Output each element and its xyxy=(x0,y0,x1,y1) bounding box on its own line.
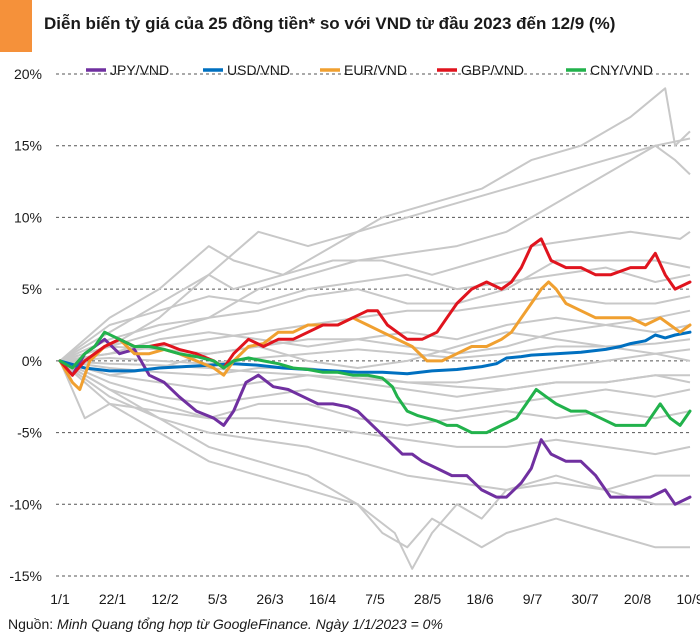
title-accent-bar xyxy=(0,0,32,52)
chart-svg: 20% 15% 10% 5% 0% -5% -10% -15% 1/1 22/1 12/2 5/3 2… xyxy=(9,62,700,607)
x-tick-label: 12/2 xyxy=(151,591,178,607)
background-series-line xyxy=(59,360,690,506)
y-tick-label: 20% xyxy=(14,66,42,82)
y-tick-label: -15% xyxy=(9,568,42,584)
legend-label-jpy-vnd: JPY/VND xyxy=(110,62,169,78)
x-tick-label: 1/1 xyxy=(50,591,70,607)
legend: JPY/VND USD/VND EUR/VND GBP/VND CNY/VND xyxy=(86,62,653,78)
x-tick-label: 7/5 xyxy=(365,591,385,607)
x-tick-label: 26/3 xyxy=(256,591,283,607)
background-series-line xyxy=(59,338,691,365)
series-line-cny-vnd xyxy=(58,330,692,435)
y-tick-label: 10% xyxy=(14,209,42,225)
background-series-line xyxy=(59,359,691,413)
background-series-line xyxy=(59,331,691,377)
y-tick-label: -5% xyxy=(17,425,42,441)
y-tick-label: 15% xyxy=(14,138,42,154)
x-tick-label: 22/1 xyxy=(99,591,126,607)
background-series-line xyxy=(59,316,691,362)
y-axis-ticks: 20% 15% 10% 5% 0% -5% -10% -15% xyxy=(9,66,42,584)
legend-label-eur-vnd: EUR/VND xyxy=(344,62,407,78)
series-line-jpy-vnd xyxy=(58,337,692,506)
footer-source-label: Nguồn: xyxy=(8,616,58,632)
legend-label-gbp-vnd: GBP/VND xyxy=(461,62,524,78)
x-tick-label: 30/7 xyxy=(571,591,598,607)
y-tick-label: 5% xyxy=(22,281,42,297)
series-line-gbp-vnd xyxy=(58,237,692,377)
x-tick-label: 10/9 xyxy=(676,591,700,607)
background-series-line xyxy=(59,360,691,456)
background-series-line xyxy=(59,266,691,362)
x-tick-label: 16/4 xyxy=(309,591,336,607)
x-tick-label: 18/6 xyxy=(466,591,493,607)
x-axis-ticks: 1/1 22/1 12/2 5/3 26/3 16/4 7/5 28/5 18/6 9/7 30/7… xyxy=(50,591,700,607)
background-series-line xyxy=(59,360,690,570)
background-series-line xyxy=(59,137,691,362)
background-series-line xyxy=(59,230,691,362)
x-tick-label: 28/5 xyxy=(414,591,441,607)
footer-source: Nguồn: Minh Quang tổng hợp từ GoogleFina… xyxy=(8,616,443,632)
footer-source-text: Minh Quang tổng hợp từ GoogleFinance. Ng… xyxy=(57,616,443,632)
background-series-line xyxy=(59,144,691,362)
background-series-line xyxy=(59,87,691,362)
background-series-line xyxy=(59,360,690,549)
grid xyxy=(56,73,690,577)
x-tick-label: 20/8 xyxy=(624,591,651,607)
legend-label-cny-vnd: CNY/VND xyxy=(590,62,653,78)
x-tick-label: 5/3 xyxy=(208,591,228,607)
x-tick-label: 9/7 xyxy=(523,591,543,607)
highlight-series xyxy=(58,237,692,506)
chart-title: Diễn biến tỷ giá của 25 đồng tiền* so vớ… xyxy=(44,14,616,33)
y-tick-label: 0% xyxy=(22,353,42,369)
series-line-usd-vnd xyxy=(58,330,692,376)
y-tick-label: -10% xyxy=(9,496,42,512)
legend-label-usd-vnd: USD/VND xyxy=(227,62,290,78)
background-series-line xyxy=(59,259,691,362)
